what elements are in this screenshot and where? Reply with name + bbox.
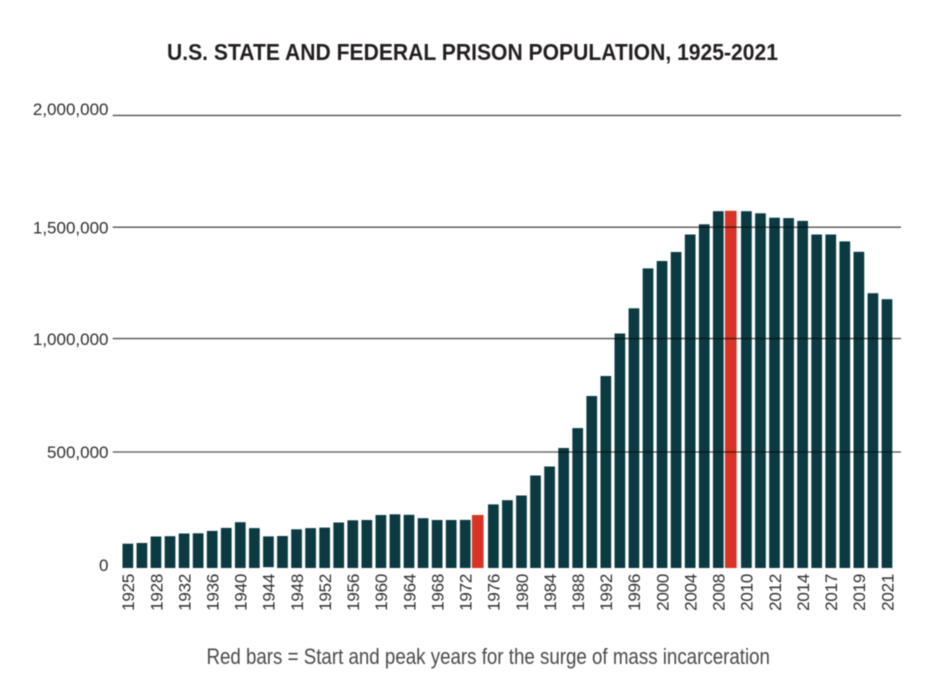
svg-text:1976: 1976 — [485, 574, 504, 611]
svg-text:1932: 1932 — [175, 574, 194, 611]
svg-text:2010: 2010 — [738, 574, 757, 611]
svg-text:1,500,000: 1,500,000 — [33, 218, 109, 237]
svg-text:1,000,000: 1,000,000 — [33, 330, 109, 349]
svg-text:Red bars = Start and peak year: Red bars = Start and peak years for the … — [206, 644, 770, 669]
svg-text:1928: 1928 — [147, 574, 166, 611]
svg-text:1948: 1948 — [288, 574, 307, 611]
svg-text:1940: 1940 — [232, 574, 251, 611]
svg-text:2012: 2012 — [766, 574, 785, 611]
svg-text:1996: 1996 — [625, 574, 644, 611]
svg-text:2019: 2019 — [850, 574, 869, 611]
svg-text:U.S. STATE AND FEDERAL PRISON: U.S. STATE AND FEDERAL PRISON POPULATION… — [167, 39, 778, 65]
svg-text:1964: 1964 — [400, 574, 419, 611]
svg-text:1936: 1936 — [204, 574, 223, 611]
svg-text:1972: 1972 — [457, 574, 476, 611]
svg-text:0: 0 — [99, 556, 108, 575]
svg-text:1992: 1992 — [597, 574, 616, 611]
svg-text:1980: 1980 — [513, 574, 532, 611]
svg-text:1956: 1956 — [344, 574, 363, 611]
svg-text:2017: 2017 — [822, 574, 841, 611]
svg-text:1952: 1952 — [316, 574, 335, 611]
svg-text:2004: 2004 — [681, 574, 700, 611]
svg-text:1984: 1984 — [541, 574, 560, 611]
svg-text:1944: 1944 — [260, 574, 279, 611]
svg-text:2,000,000: 2,000,000 — [33, 100, 109, 119]
svg-text:2008: 2008 — [710, 574, 729, 611]
svg-text:2000: 2000 — [653, 574, 672, 611]
svg-text:1960: 1960 — [372, 574, 391, 611]
svg-text:2021: 2021 — [878, 574, 897, 611]
svg-text:1925: 1925 — [119, 574, 138, 611]
svg-text:1988: 1988 — [569, 574, 588, 611]
svg-text:1968: 1968 — [428, 574, 447, 611]
svg-text:2014: 2014 — [794, 574, 813, 611]
svg-text:500,000: 500,000 — [47, 443, 108, 462]
